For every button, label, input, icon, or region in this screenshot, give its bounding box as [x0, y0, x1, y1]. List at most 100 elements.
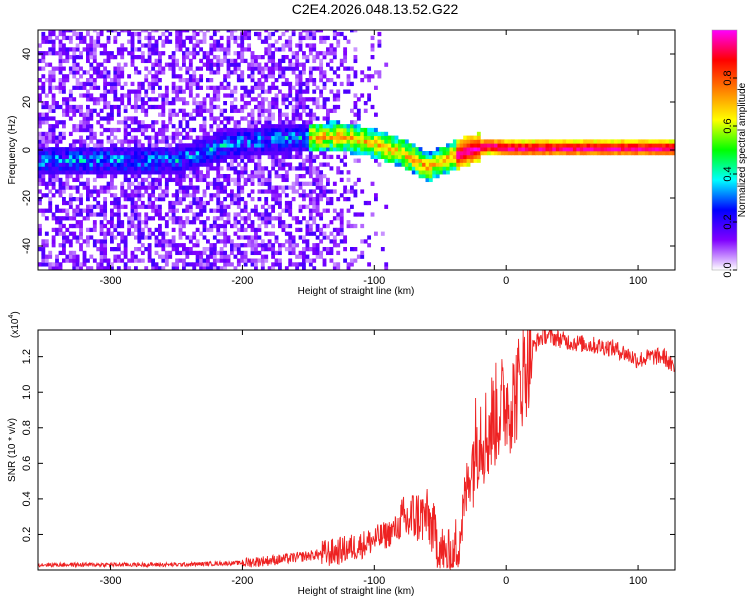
heatmap-cell	[209, 43, 214, 48]
heatmap-cell	[291, 66, 296, 71]
heatmap-cell	[281, 223, 286, 229]
heatmap-cell	[319, 189, 324, 194]
heatmap-cell	[168, 143, 173, 148]
heatmap-cell	[72, 108, 77, 113]
heatmap-cell	[230, 70, 234, 75]
heatmap-cell	[151, 124, 156, 129]
heatmap-cell	[511, 147, 516, 152]
heatmap-cell	[75, 85, 80, 90]
heatmap-cell	[264, 143, 269, 148]
heatmap-cell	[260, 143, 265, 148]
heatmap-cell	[319, 151, 324, 156]
heatmap-cell	[154, 162, 159, 167]
heatmap-cell	[134, 227, 138, 233]
heatmap-cell	[247, 43, 252, 48]
heatmap-cell	[233, 254, 238, 259]
heatmap-cell	[346, 139, 351, 144]
heatmap-cell	[113, 158, 118, 163]
heatmap-cell	[219, 212, 224, 217]
heatmap-cell	[274, 30, 279, 33]
heatmap-cell	[178, 47, 183, 52]
heatmap-cell	[223, 212, 228, 217]
heatmap-cell	[75, 189, 80, 194]
heatmap-cell	[223, 135, 228, 140]
heatmap-cell	[161, 189, 166, 194]
heatmap-cell	[55, 216, 59, 221]
heatmap-cell	[137, 193, 142, 198]
heatmap-cell	[175, 250, 180, 256]
heatmap-cell	[185, 147, 190, 152]
heatmap-cell	[188, 154, 193, 160]
heatmap-cell	[216, 127, 221, 133]
heatmap-cell	[230, 35, 234, 41]
heatmap-cell	[442, 162, 447, 167]
heatmap-cell	[319, 74, 324, 79]
heatmap-cell	[247, 124, 252, 129]
heatmap-cell	[99, 43, 104, 48]
heatmap-cell	[329, 131, 334, 137]
heatmap-cell	[99, 93, 104, 98]
heatmap-cell	[274, 239, 279, 244]
heatmap-cell	[353, 104, 358, 110]
heatmap-cell	[298, 204, 303, 209]
heatmap-cell	[418, 162, 423, 167]
heatmap-cell	[58, 189, 63, 194]
heatmap-cell	[315, 154, 320, 160]
heatmap-cell	[305, 239, 310, 244]
heatmap-cell	[569, 139, 574, 144]
heatmap-cell	[278, 166, 282, 171]
heatmap-cell	[116, 197, 121, 202]
heatmap-cell	[116, 66, 121, 71]
heatmap-cell	[99, 158, 104, 163]
heatmap-cell	[322, 39, 327, 44]
heatmap-cell	[305, 78, 310, 83]
heatmap-cell	[257, 147, 262, 152]
heatmap-cell	[305, 97, 310, 102]
heatmap-cell	[312, 216, 317, 221]
heatmap-cell	[195, 177, 200, 183]
heatmap-cell	[55, 66, 59, 71]
heatmap-cell	[144, 177, 149, 183]
heatmap-cell	[243, 154, 248, 160]
heatmap-cell	[367, 135, 372, 140]
heatmap-cell	[404, 151, 409, 156]
heatmap-cell	[319, 35, 324, 41]
heatmap-cell	[127, 162, 132, 167]
heatmap-cell	[350, 223, 354, 229]
heatmap-cell	[68, 185, 73, 190]
heatmap-cell	[72, 58, 77, 64]
heatmap-cell	[521, 151, 526, 156]
heatmap-cell	[188, 127, 193, 133]
heatmap-cell	[68, 39, 73, 44]
heatmap-cell	[439, 158, 444, 163]
heatmap-cell	[452, 166, 457, 171]
heatmap-cell	[62, 231, 66, 236]
heatmap-cell	[120, 139, 125, 144]
heatmap-cell	[308, 193, 313, 198]
heatmap-cell	[144, 127, 149, 133]
heatmap-cell	[250, 197, 255, 202]
heatmap-cell	[178, 74, 183, 79]
heatmap-cell	[86, 47, 90, 52]
heatmap-cell	[243, 216, 248, 221]
heatmap-cell	[168, 154, 173, 160]
heatmap-cell	[158, 239, 162, 244]
heatmap-cell	[158, 227, 162, 233]
heatmap-cell	[490, 143, 495, 148]
heatmap-cell	[92, 85, 97, 90]
heatmap-cell	[79, 174, 83, 179]
heatmap-cell	[531, 147, 536, 152]
heatmap-cell	[41, 58, 46, 64]
heatmap-cell	[624, 151, 629, 156]
heatmap-cell	[257, 174, 262, 179]
heatmap-cell	[178, 151, 183, 156]
heatmap-cell	[120, 143, 125, 148]
heatmap-cell	[116, 104, 121, 110]
heatmap-cell	[459, 143, 464, 148]
heatmap-cell	[336, 43, 341, 48]
heatmap-cell	[103, 101, 108, 106]
heatmap-cell	[89, 55, 94, 60]
heatmap-cell	[250, 116, 255, 121]
heatmap-cell	[92, 162, 97, 167]
